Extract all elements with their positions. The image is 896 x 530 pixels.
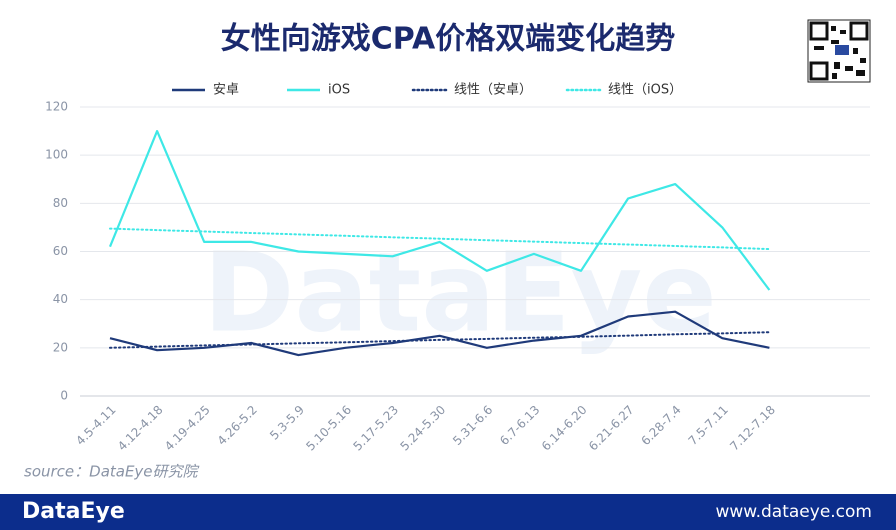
y-tick-label: 80 [53, 196, 68, 210]
y-tick-label: 20 [53, 340, 68, 354]
series-line [108, 130, 771, 291]
chart-title: 女性向游戏CPA价格双端变化趋势 [221, 22, 675, 57]
y-tick-label: 0 [60, 389, 68, 403]
source: source：DataEye研究院 [24, 463, 200, 481]
legend-label: 安卓 [213, 83, 239, 98]
y-tick-label: 60 [53, 244, 68, 258]
y-tick-label: 120 [45, 100, 68, 114]
y-tick-label: 40 [53, 292, 68, 306]
series-line [109, 331, 771, 349]
series-line [109, 310, 770, 357]
qr-code [807, 19, 871, 83]
footer-bar [0, 494, 896, 530]
legend-label: 线性（iOS） [608, 83, 682, 98]
footer-logo: DataEye [22, 499, 125, 524]
series-line [109, 227, 771, 251]
legend-label: iOS [328, 83, 350, 98]
y-tick-label: 100 [45, 148, 68, 162]
legend-label: 线性（安卓） [454, 83, 532, 98]
footer-url: www.dataeye.com [715, 502, 872, 522]
